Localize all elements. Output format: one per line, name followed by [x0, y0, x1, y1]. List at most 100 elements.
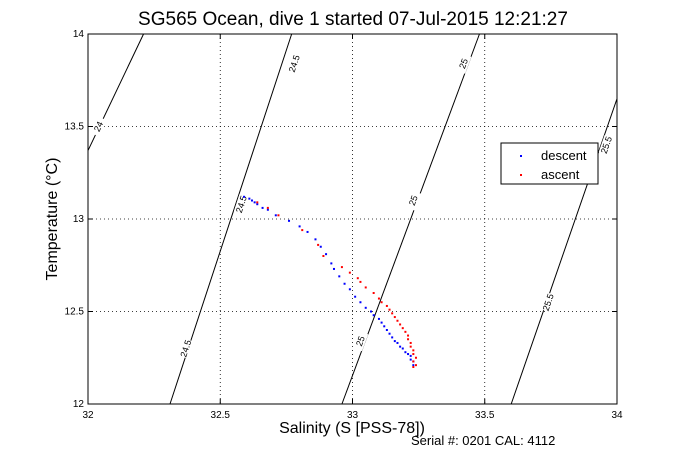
descent-point [314, 238, 317, 241]
x-tick-label: 33 [347, 410, 359, 421]
ascent-point [391, 312, 394, 315]
descent-point [256, 203, 259, 206]
descent-point [409, 358, 412, 361]
ascent-point [317, 243, 320, 246]
ascent-point [401, 327, 404, 330]
x-tick-label: 34 [611, 410, 623, 421]
density-contour-label: 25 [407, 194, 420, 207]
y-tick-label: 12.5 [65, 307, 85, 318]
descent-point [401, 347, 404, 350]
descent-point [330, 262, 333, 265]
ascent-point [380, 301, 383, 304]
ascent-point [414, 356, 417, 359]
ascent-point [388, 308, 391, 311]
ascent-point [414, 364, 417, 367]
descent-point [407, 353, 410, 356]
legend-ascent-label: ascent [541, 167, 580, 182]
descent-point [396, 341, 399, 344]
ascent-point [340, 266, 343, 269]
ascent-point [348, 271, 351, 274]
ascent-point [407, 338, 410, 341]
legend-descent-marker [520, 155, 522, 157]
ascent-point [359, 280, 362, 283]
ascent-point [377, 297, 380, 300]
density-contour-label-gap [90, 116, 107, 137]
legend-descent-label: descent [541, 148, 587, 163]
ascent-point [404, 330, 407, 333]
descent-point [404, 351, 407, 354]
ascent-point [409, 341, 412, 344]
y-tick-label: 14 [73, 29, 85, 40]
chart-title: SG565 Ocean, dive 1 started 07-Jul-2015 … [138, 9, 568, 30]
x-tick-label: 32.5 [211, 410, 231, 421]
ascent-point [266, 206, 269, 209]
descent-point [332, 267, 335, 270]
ascent-point [356, 277, 359, 280]
density-contour-label-gap [540, 292, 556, 313]
descent-point [388, 332, 391, 335]
ascent-point [256, 201, 259, 204]
x-tick-label: 33.5 [475, 410, 495, 421]
y-tick-label: 12 [73, 399, 85, 410]
ascent-point [407, 334, 410, 337]
descent-point [372, 314, 375, 317]
x-axis-label: Salinity (S [PSS-78]) [279, 420, 425, 437]
density-contour-label-gap [352, 330, 369, 352]
descent-point [348, 288, 351, 291]
descent-point [288, 219, 291, 222]
y-axis-label: Temperature (°C) [44, 158, 61, 281]
descent-point [393, 340, 396, 343]
ascent-point [322, 255, 325, 257]
ascent-point [409, 345, 412, 348]
ascent-point [412, 353, 415, 356]
descent-point [385, 329, 388, 331]
descent-point [253, 201, 256, 204]
density-contour-label-gap [598, 134, 615, 156]
ascent-point [364, 286, 367, 289]
descent-point [248, 197, 251, 200]
density-contour-label-gap [233, 194, 249, 215]
descent-point [412, 364, 415, 367]
ascent-point [412, 366, 415, 368]
x-tick-label: 32 [82, 410, 94, 421]
descent-point [359, 301, 362, 304]
ascent-point [301, 229, 304, 232]
density-contour-label-gap [178, 338, 194, 359]
descent-point [319, 245, 322, 248]
y-tick-label: 13.5 [65, 122, 85, 133]
descent-point [325, 253, 328, 256]
density-contour-line [510, 98, 618, 405]
descent-point [306, 230, 309, 233]
legend-box [500, 142, 599, 185]
serial-calibration-footer: Serial #: 0201 CAL: 4112 [411, 433, 555, 448]
ascent-point [412, 360, 415, 363]
density-contour-label-gap [286, 53, 302, 74]
density-contour-label-gap [405, 190, 422, 211]
descent-point [266, 208, 269, 211]
ascent-point [412, 349, 415, 352]
data-points [243, 195, 417, 368]
ascent-point [277, 214, 280, 217]
legend-ascent-marker [520, 174, 522, 176]
grid [88, 34, 617, 404]
descent-point [380, 321, 383, 324]
descent-point [383, 325, 386, 328]
density-contour-label-gap [455, 53, 472, 74]
descent-point [377, 317, 380, 320]
descent-point [250, 199, 253, 202]
descent-point [370, 310, 373, 313]
descent-point [391, 336, 394, 339]
descent-point [354, 295, 357, 298]
descent-point [261, 206, 264, 209]
density-contour-label: 25 [354, 335, 367, 348]
density-contour-label: 24 [92, 120, 105, 133]
density-contour-label: 25 [457, 57, 470, 70]
descent-point [409, 354, 412, 357]
descent-point [338, 275, 341, 278]
descent-point [364, 306, 367, 309]
descent-point [298, 225, 301, 228]
legend: descent ascent [500, 142, 599, 185]
ascent-point [393, 316, 396, 319]
descent-point [399, 345, 402, 348]
ascent-point [396, 319, 399, 322]
